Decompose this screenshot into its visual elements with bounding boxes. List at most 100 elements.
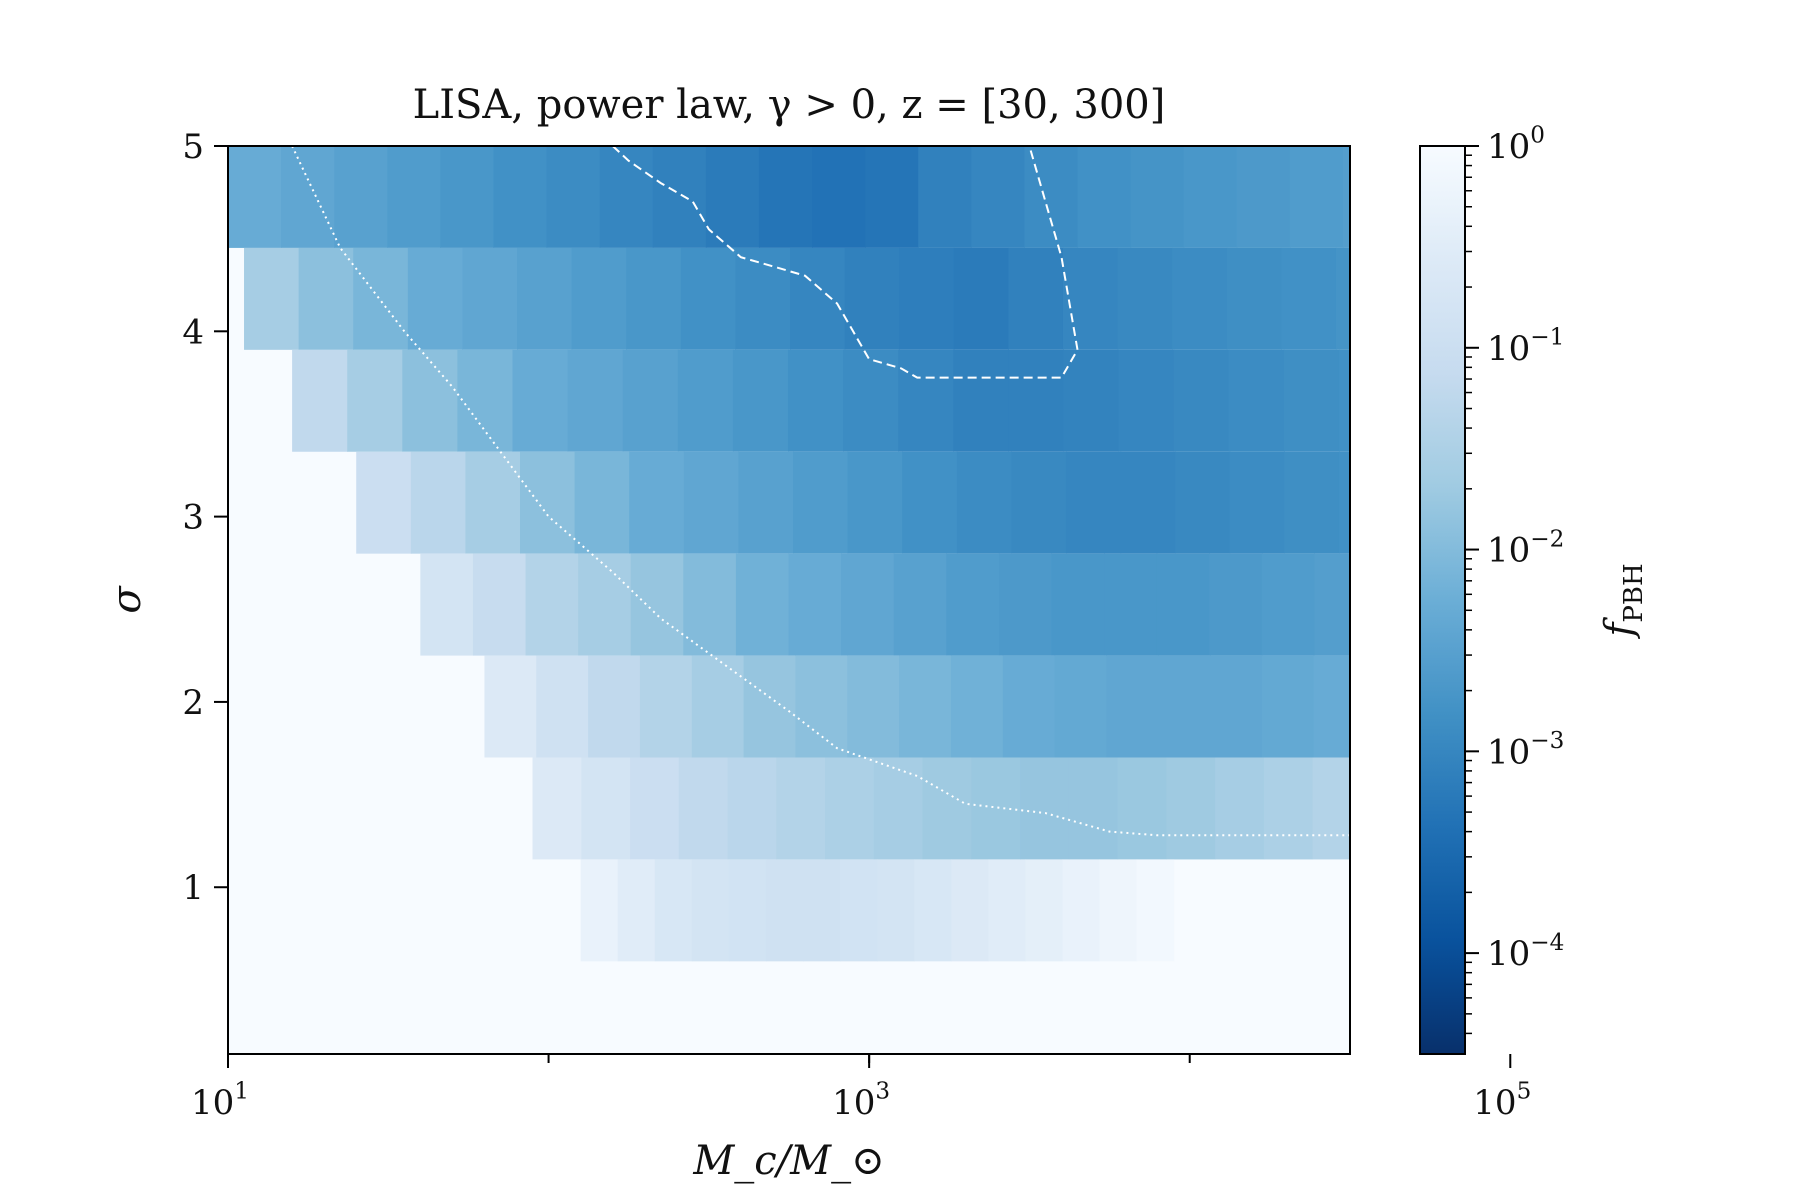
heatmap-cell	[622, 349, 679, 452]
heatmap-cell	[1183, 146, 1238, 248]
heatmap-cell	[1289, 146, 1344, 248]
heatmap-cell	[1226, 247, 1282, 350]
heatmap-cell	[599, 146, 654, 248]
heatmap-cell	[228, 146, 282, 248]
heatmap-cell	[1263, 757, 1314, 860]
x-tick-label: 103	[832, 1079, 890, 1123]
heatmap-cell	[847, 655, 900, 758]
heatmap-cell	[1367, 554, 1420, 656]
heatmap-cell	[1459, 758, 1508, 860]
heatmap-cell	[1667, 452, 1722, 554]
heatmap-cell	[1654, 758, 1703, 860]
heatmap-cell	[691, 655, 745, 758]
heatmap-cell	[787, 349, 844, 452]
colorbar-tick-label: 100	[1487, 123, 1545, 167]
heatmap-cell	[1670, 350, 1726, 452]
colorbar-ticks: 100 10−1 10−2 10−3 10−4	[1465, 123, 1564, 1035]
heatmap-cell	[1008, 247, 1064, 350]
x-tick-label: 101	[191, 1079, 249, 1123]
heatmap-cell	[1011, 451, 1067, 554]
heatmap-cell	[1068, 757, 1119, 860]
heatmap-cell	[765, 859, 804, 962]
y-tick-label: 3	[182, 498, 204, 538]
heatmap-cell	[1062, 247, 1119, 350]
heatmap-cell	[1136, 859, 1175, 962]
heatmap-cell	[347, 349, 403, 452]
heatmap-cell	[1342, 146, 1350, 248]
heatmap-cell	[652, 146, 707, 248]
heatmap-cell	[1104, 553, 1158, 656]
colorbar-frame	[1419, 145, 1466, 1055]
heatmap-cell	[1508, 758, 1557, 860]
colorbar: 100 10−1 10−2 10−3 10−4 fPBH	[1419, 123, 1649, 1055]
heatmap-cell	[1573, 656, 1625, 758]
heatmap-cell	[677, 349, 734, 452]
heatmap-cell	[1215, 757, 1265, 860]
heatmap-cell	[1236, 146, 1291, 248]
heatmap-cell	[440, 146, 495, 248]
chart-title: LISA, power law, γ > 0, z = [30, 300]	[413, 82, 1166, 128]
heatmap-cell	[956, 451, 1012, 554]
heatmap-cell	[918, 146, 972, 248]
heatmap-cell	[1065, 451, 1122, 554]
heatmap-cell	[1718, 248, 1773, 350]
heatmap-cell	[951, 859, 989, 962]
heatmap-cell	[1063, 349, 1120, 452]
heatmap-cell	[844, 247, 900, 350]
heatmap-cell	[520, 451, 576, 554]
heatmap-cell	[893, 553, 947, 656]
heatmap-cell	[1313, 655, 1350, 758]
heatmap-cell	[998, 553, 1053, 656]
heatmap-cell	[971, 146, 1026, 248]
heatmap-cell	[630, 553, 684, 656]
heatmap-cell	[1062, 859, 1101, 962]
heatmap-cell	[1054, 655, 1107, 758]
heatmap-cell	[1117, 757, 1167, 860]
heatmap-cell	[1555, 146, 1609, 248]
heatmap-cell	[402, 349, 459, 452]
heatmap-cell	[292, 349, 348, 452]
heatmap-cell	[914, 859, 952, 962]
heatmap-cell	[1025, 859, 1064, 962]
heatmap-cell	[1228, 349, 1285, 452]
y-tick-label: 5	[182, 127, 204, 167]
heatmap-cell	[790, 247, 846, 350]
heatmap-cell	[639, 655, 693, 758]
heatmap-cell	[581, 757, 631, 860]
contours	[291, 146, 1350, 837]
heatmap-cell	[727, 757, 777, 860]
heatmap-cell	[1728, 656, 1780, 758]
heatmap-cell	[1156, 553, 1210, 656]
heatmap-cell	[1077, 146, 1132, 248]
heatmap-cell	[1117, 247, 1173, 350]
heatmap-cell	[512, 349, 569, 452]
heatmap-cell	[691, 859, 730, 962]
heatmap-cell	[953, 247, 1009, 350]
heatmap-cell	[1735, 554, 1788, 656]
heatmap-cell	[1166, 757, 1216, 860]
heatmap-cell	[1020, 757, 1070, 860]
heatmap-cell	[1008, 349, 1065, 452]
heatmap-cell	[1676, 656, 1728, 758]
heatmap-cell	[465, 451, 521, 554]
heatmap-cell	[353, 247, 409, 350]
heatmap-cell	[1557, 452, 1612, 554]
heatmap-cell	[840, 859, 878, 962]
heatmap-cell	[1284, 451, 1340, 554]
heatmap-cell	[1662, 146, 1716, 248]
heatmap-cell	[1788, 554, 1800, 656]
heatmap-cell	[484, 655, 537, 758]
heatmap-cell	[1768, 146, 1800, 248]
x-axis-ticks: 101103105107	[191, 1054, 1531, 1123]
heatmap-cell	[735, 553, 790, 656]
heatmap-cell	[334, 146, 388, 248]
heatmap-cell	[873, 757, 924, 860]
heatmap-cell	[803, 859, 841, 962]
heatmap-cell	[1625, 656, 1677, 758]
heatmap-cell	[1118, 349, 1175, 452]
heatmap-cell	[953, 349, 1009, 452]
heatmap-cell	[1106, 655, 1159, 758]
heatmap-cell	[738, 451, 794, 554]
colorbar-gradient	[1420, 146, 1465, 1054]
